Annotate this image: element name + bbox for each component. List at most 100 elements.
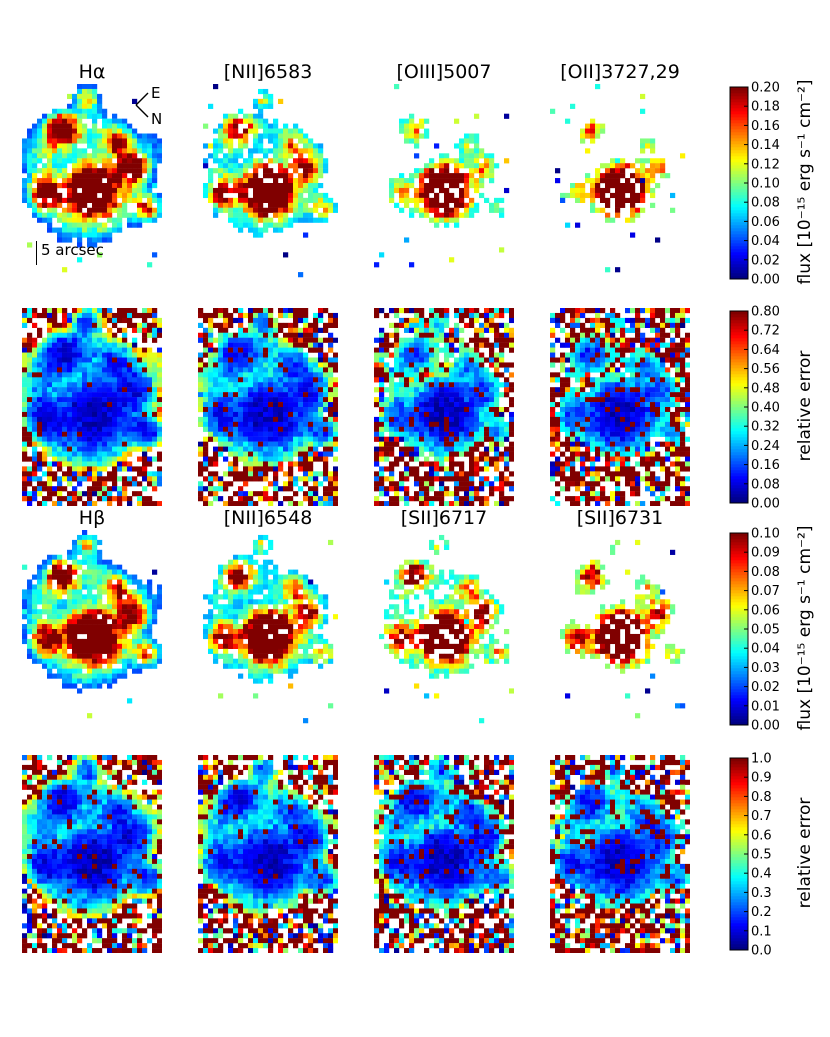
map-pixel [379,471,385,477]
map-pixel [414,128,420,134]
map-pixel [575,372,581,378]
map-pixel [258,471,264,477]
map-pixel [560,392,566,398]
map-pixel [394,312,400,319]
map-pixel [278,143,284,149]
map-pixel [288,476,294,482]
map-pixel [615,352,621,358]
map-pixel [494,436,500,442]
map-pixel [429,461,435,467]
map-pixel [444,367,450,373]
map-pixel [610,347,616,353]
map-pixel [680,153,686,159]
map-pixel [419,327,425,333]
map-pixel [474,362,480,368]
map-pixel [283,446,289,452]
map-pixel [384,486,390,492]
map-pixel [32,407,38,413]
map-pixel [499,501,505,506]
map-pixel [137,416,143,423]
map-pixel [464,382,470,388]
map-pixel [198,322,204,328]
map-pixel [62,317,68,324]
map-pixel [142,312,148,319]
map-pixel [152,332,158,338]
map-pixel [228,411,234,418]
map-pixel [675,342,681,348]
map-pixel [112,133,118,139]
map-pixel [203,158,209,164]
map-pixel [610,178,616,184]
map-pixel [278,501,284,506]
map-pixel [72,317,78,324]
map-pixel [107,212,113,218]
map-pixel [147,377,153,383]
map-pixel [22,491,28,497]
map-pixel [122,357,128,363]
map-pixel [429,312,435,319]
map-pixel [82,441,88,447]
map-pixel [238,392,244,398]
map-pixel [550,108,556,114]
map-pixel [97,486,103,492]
map-pixel [630,407,636,413]
map-pixel [610,392,616,398]
map-pixel [27,426,33,432]
map-pixel [77,466,83,472]
map-pixel [62,222,68,228]
map-pixel [223,128,229,134]
map-pixel [384,377,390,383]
map-pixel [444,352,450,358]
map-pixel [288,197,294,203]
map-pixel [313,407,319,413]
map-pixel [384,387,390,393]
map-pixel [459,411,465,418]
map-pixel [444,392,450,398]
map-pixel [323,407,329,413]
map-pixel [258,382,264,388]
map-pixel [117,207,123,213]
map-pixel [102,397,108,403]
map-pixel [157,367,162,373]
map-pixel [419,168,425,174]
map-pixel [62,392,68,398]
map-pixel [580,392,586,398]
map-pixel [303,168,309,174]
map-pixel [127,148,133,154]
map-pixel [228,143,234,149]
map-pixel [318,357,324,363]
colorbar-segment [730,267,748,271]
map-pixel [263,128,269,134]
map-pixel [248,426,254,432]
map-pixel [92,327,98,333]
map-pixel [87,227,93,233]
map-pixel [62,237,68,243]
map-pixel [459,421,465,427]
map-pixel [233,451,239,457]
map-pixel [107,402,113,408]
map-pixel [62,322,68,328]
map-pixel [112,113,118,119]
map-pixel [464,377,470,383]
map-pixel [253,352,259,358]
map-pixel [152,217,158,223]
map-pixel [464,342,470,348]
map-pixel [127,377,133,383]
map-pixel [142,192,148,199]
map-pixel [67,382,73,388]
map-pixel [288,187,294,194]
map-pixel [218,128,224,134]
map-pixel [379,481,385,487]
map-pixel [439,466,445,472]
map-pixel [630,402,636,408]
map-pixel [454,202,460,208]
map-pixel [67,327,73,333]
map-pixel [499,247,505,253]
map-pixel [288,481,294,487]
colorbar-segment [730,111,748,115]
map-pixel [228,372,234,378]
map-pixel [233,402,239,408]
map-pixel [47,192,53,199]
map-pixel [303,322,309,328]
map-pixel [419,486,425,492]
